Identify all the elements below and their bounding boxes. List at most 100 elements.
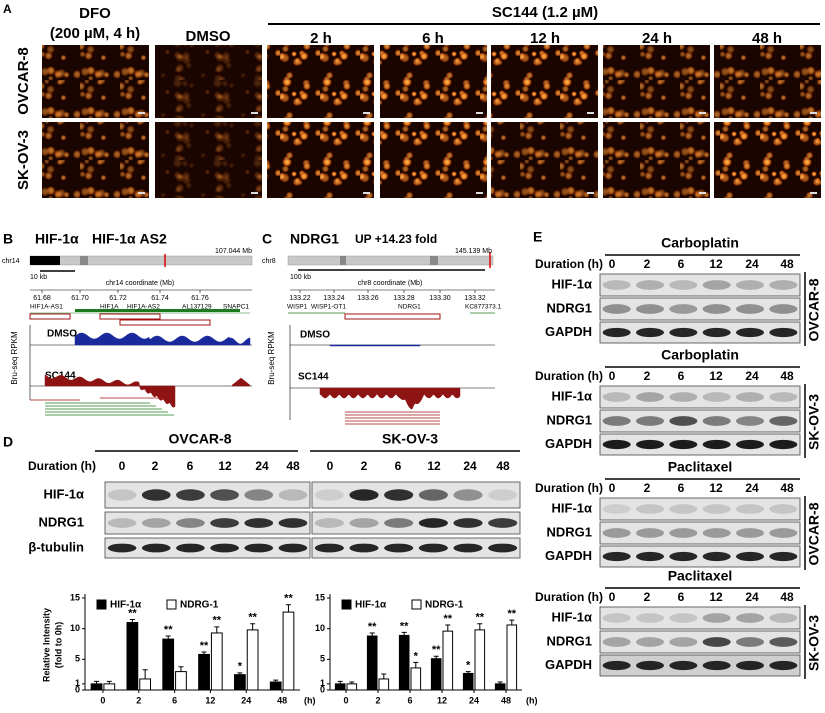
label: 12 <box>709 481 723 495</box>
blot-band <box>384 543 414 553</box>
label: Paclitaxel <box>668 459 733 475</box>
bar <box>234 674 246 691</box>
blot-band <box>418 518 448 528</box>
blot-band <box>769 551 798 562</box>
error-bar <box>413 661 419 668</box>
blot-band <box>176 518 205 528</box>
label: E <box>533 229 542 245</box>
label: Duration (h) <box>535 590 603 604</box>
scale-bar <box>810 192 817 194</box>
blot-band <box>278 489 308 501</box>
blot-band <box>636 660 664 671</box>
coverage <box>231 377 251 387</box>
blot-band <box>702 613 731 623</box>
blot-band <box>702 439 731 450</box>
blot-band <box>602 660 631 671</box>
label: 12 h <box>530 30 560 47</box>
blot-band <box>141 489 171 501</box>
label: 24 <box>745 257 759 271</box>
blot-band <box>278 543 308 553</box>
label: 2 <box>644 481 651 495</box>
label: DMSO <box>186 28 231 45</box>
scale-bar <box>587 192 594 194</box>
significance-label: ** <box>444 613 453 625</box>
label: B <box>3 231 13 247</box>
label: Duration (h) <box>28 459 96 473</box>
gene-model <box>99 313 161 320</box>
blot <box>599 433 801 456</box>
blot-band <box>669 504 698 514</box>
blot-band <box>602 327 631 338</box>
bar <box>103 683 116 691</box>
label: OVCAR-8 <box>15 47 32 115</box>
label: 10 kb <box>30 274 47 281</box>
blot-band <box>769 660 798 671</box>
blot <box>104 481 311 509</box>
blot-band <box>736 504 764 514</box>
label: (200 µM, 4 h) <box>50 25 140 42</box>
blot-band <box>384 489 414 501</box>
y-tick-label: 15 <box>315 592 325 602</box>
label: 12 <box>709 369 723 383</box>
label: 48 h <box>752 30 782 47</box>
label: KC877373.1 <box>465 304 502 311</box>
bar <box>366 635 378 691</box>
blot-band <box>702 551 731 562</box>
x-tick-label: 0 <box>343 695 348 705</box>
blot <box>104 511 311 535</box>
bar <box>90 683 103 691</box>
gene-model <box>75 309 240 312</box>
error-bar <box>250 623 256 630</box>
micrograph <box>714 45 821 118</box>
label: 12 <box>427 459 441 473</box>
blot-band <box>702 637 731 647</box>
blot-band <box>669 280 698 290</box>
bar <box>398 634 410 691</box>
significance-label: ** <box>164 624 173 636</box>
error-bar <box>401 631 407 636</box>
x-tick-label: 48 <box>501 695 511 705</box>
label: 61.68 <box>33 295 51 302</box>
x-tick-label: 12 <box>205 695 215 705</box>
blot-band <box>669 528 698 538</box>
label: HIF-1α <box>552 609 593 624</box>
blot-band <box>636 528 664 538</box>
blot-band <box>736 660 764 671</box>
error-bar <box>178 666 184 672</box>
chromosome <box>29 255 253 266</box>
bar <box>246 629 259 691</box>
blot-band <box>349 543 379 553</box>
blot-band <box>769 528 798 538</box>
error-bar <box>237 672 243 675</box>
error-bar <box>273 679 279 683</box>
label: 133.28 <box>393 295 415 302</box>
label: OVCAR-8 <box>806 502 822 565</box>
bar <box>378 678 390 691</box>
y-tick-label: 0 <box>75 684 80 694</box>
chromosome-band <box>430 256 438 265</box>
x-tick-label: 24 <box>241 695 251 705</box>
blot <box>599 630 801 654</box>
bar <box>410 667 422 691</box>
blot-band <box>736 304 764 314</box>
label: 12 <box>709 590 723 604</box>
label: SK-OV-3 <box>15 130 32 190</box>
bar <box>334 683 346 691</box>
bar <box>494 683 506 691</box>
blot-band <box>669 613 698 623</box>
label: 24 <box>463 459 477 473</box>
bar <box>442 630 454 691</box>
blot-band <box>453 543 483 553</box>
significance-label: ** <box>400 620 409 632</box>
blot-band <box>278 518 308 528</box>
label: 48 <box>780 369 794 383</box>
bar <box>139 678 151 691</box>
bar <box>462 672 474 691</box>
micrograph <box>42 45 149 118</box>
blot-band <box>669 439 698 450</box>
label: Duration (h) <box>535 257 603 271</box>
label: 2 <box>361 459 368 473</box>
blot-band <box>769 327 798 338</box>
label: Duration (h) <box>535 481 603 495</box>
